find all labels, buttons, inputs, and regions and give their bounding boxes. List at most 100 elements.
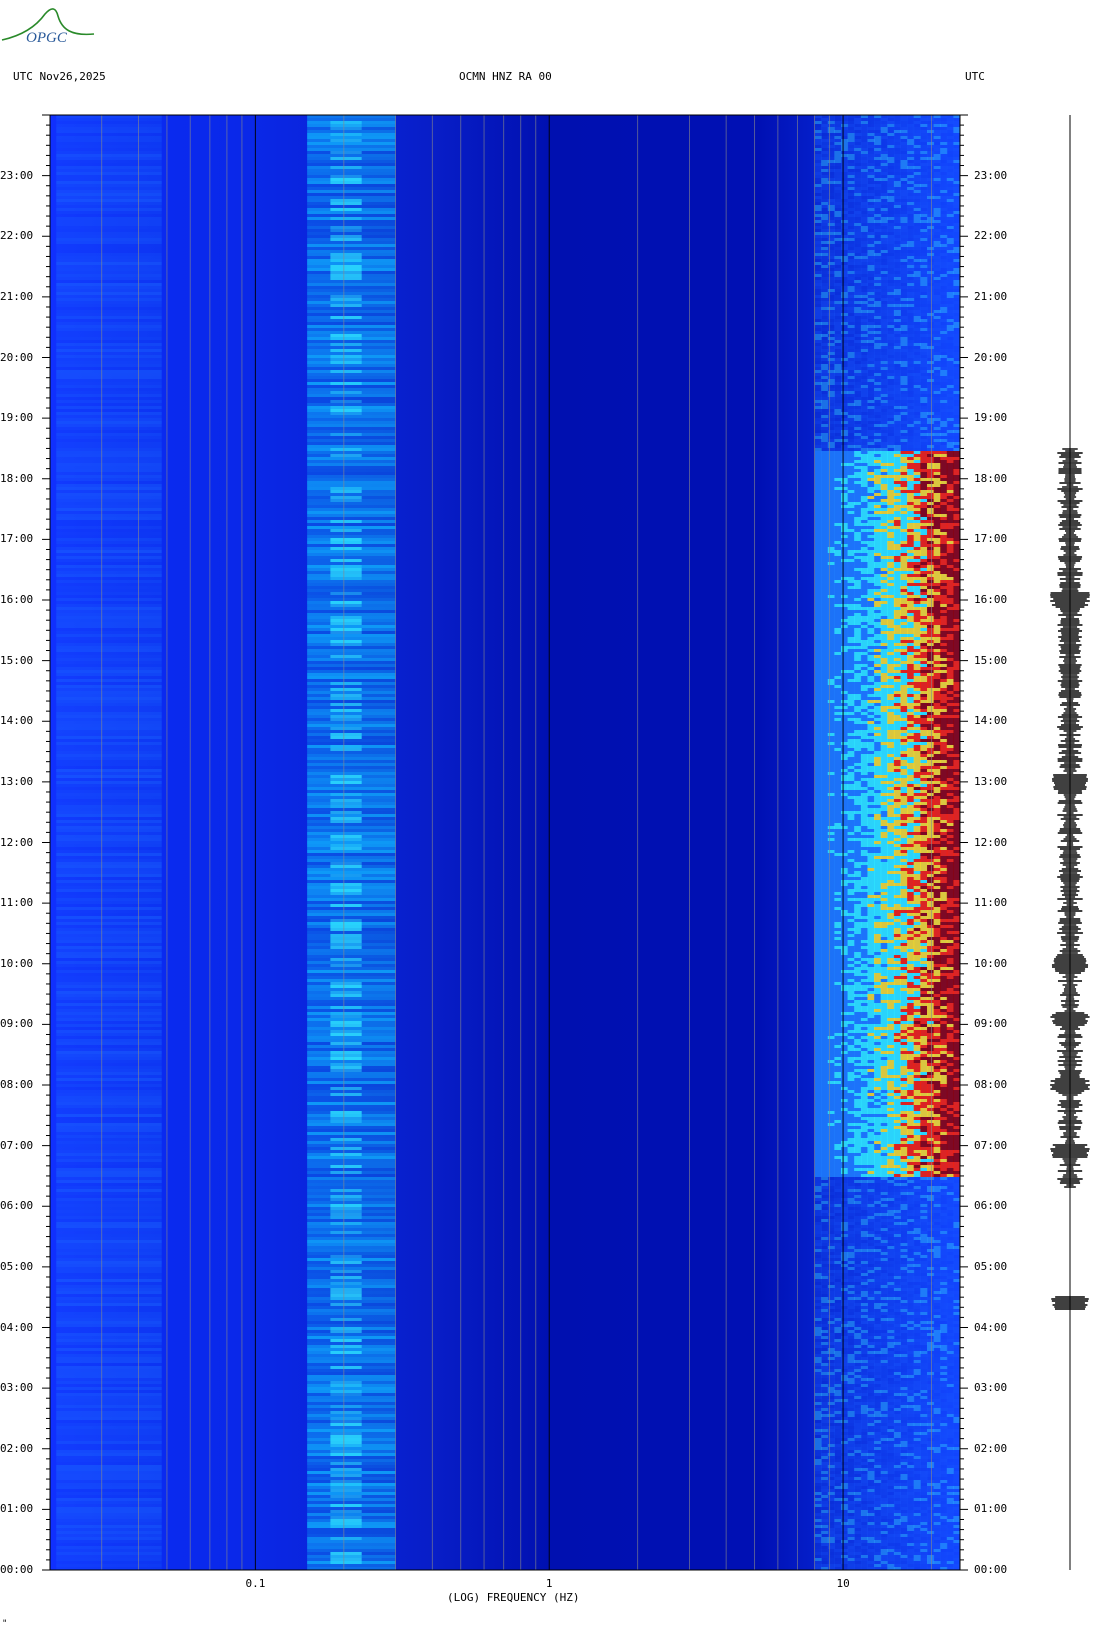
lowfreq-streak: [56, 1414, 162, 1417]
hf-cell: [887, 256, 895, 259]
hf-cell: [827, 148, 835, 151]
hf-cell: [887, 499, 895, 502]
hf-cell: [841, 244, 849, 247]
hf-cell: [893, 598, 901, 601]
microseism-streak: [307, 418, 396, 421]
hf-cell: [900, 370, 908, 373]
hf-cell: [887, 268, 895, 271]
microseism-streak: [307, 1249, 396, 1252]
hf-cell: [821, 535, 829, 538]
lowfreq-streak: [56, 1123, 162, 1126]
hf-cell: [880, 562, 888, 565]
hf-cell: [854, 349, 862, 352]
hf-cell: [827, 457, 835, 460]
hf-cell: [927, 460, 935, 463]
hf-cell: [854, 592, 862, 595]
hf-cell: [933, 505, 941, 508]
hf-cell: [913, 553, 921, 556]
hf-cell: [867, 319, 875, 322]
hf-cell: [867, 280, 875, 283]
hf-cell: [940, 148, 948, 151]
hf-cell: [867, 304, 875, 307]
hf-cell: [927, 172, 935, 175]
lowfreq-streak: [56, 1075, 162, 1078]
microseism-streak: [307, 838, 396, 841]
hf-cell: [893, 430, 901, 433]
hf-cell: [821, 472, 829, 475]
hf-cell: [827, 319, 835, 322]
hf-cell: [927, 523, 935, 526]
microseism-streak: [307, 721, 396, 724]
hf-cell: [907, 298, 915, 301]
hf-cell: [946, 490, 954, 493]
hf-cell: [913, 409, 921, 412]
hf-cell: [874, 115, 882, 118]
microseism-streak: [307, 901, 396, 904]
hf-cell: [867, 541, 875, 544]
hf-cell: [887, 586, 895, 589]
hf-cell: [953, 142, 961, 145]
hf-cell: [867, 484, 875, 487]
lowfreq-streak: [56, 1525, 162, 1528]
hf-cell: [860, 313, 868, 316]
hf-cell: [953, 541, 961, 544]
hf-cell: [913, 388, 921, 391]
hf-cell: [867, 178, 875, 181]
lowfreq-streak: [56, 889, 162, 892]
hf-cell: [900, 280, 908, 283]
hf-cell: [920, 409, 928, 412]
hf-cell: [907, 436, 915, 439]
hf-cell: [913, 442, 921, 445]
microseism-streak: [307, 250, 396, 253]
hf-cell: [841, 340, 849, 343]
microseism-peak: [330, 202, 362, 205]
hf-cell: [874, 334, 882, 337]
hf-cell: [927, 496, 935, 499]
hf-cell: [880, 409, 888, 412]
hf-cell: [867, 205, 875, 208]
microseism-streak: [307, 229, 396, 232]
hf-cell: [847, 574, 855, 577]
hf-cell: [920, 349, 928, 352]
microseism-peak: [330, 694, 362, 697]
hf-cell: [841, 439, 849, 442]
microseism-streak: [307, 592, 396, 595]
hf-cell: [854, 580, 862, 583]
hf-cell: [880, 373, 888, 376]
hf-cell: [821, 469, 829, 472]
hf-cell: [907, 157, 915, 160]
hf-cell: [920, 316, 928, 319]
hf-cell: [854, 472, 862, 475]
microseism-streak: [307, 1243, 396, 1246]
hf-cell: [920, 310, 928, 313]
lowfreq-streak: [56, 976, 162, 979]
hf-cell: [821, 157, 829, 160]
hf-cell: [834, 301, 842, 304]
hf-cell: [834, 406, 842, 409]
hf-cell: [920, 163, 928, 166]
hf-cell: [946, 463, 954, 466]
hf-cell: [900, 568, 908, 571]
hf-cell: [913, 208, 921, 211]
hf-cell: [946, 139, 954, 142]
hf-cell: [847, 457, 855, 460]
hf-cell: [814, 442, 822, 445]
hf-cell: [834, 274, 842, 277]
hf-cell: [814, 211, 822, 214]
hf-cell: [920, 319, 928, 322]
hf-cell: [927, 196, 935, 199]
hf-cell: [953, 556, 961, 559]
microseism-streak: [307, 358, 396, 361]
hf-cell: [946, 277, 954, 280]
hf-cell: [834, 232, 842, 235]
hf-cell: [933, 220, 941, 223]
hf-cell: [827, 616, 835, 619]
hf-cell: [907, 208, 915, 211]
hf-cell: [913, 469, 921, 472]
hf-cell: [867, 307, 875, 310]
lowfreq-streak: [56, 322, 162, 325]
microseism-streak: [307, 511, 396, 514]
hf-cell: [880, 448, 888, 451]
hf-cell: [933, 580, 941, 583]
hf-cell: [827, 538, 835, 541]
